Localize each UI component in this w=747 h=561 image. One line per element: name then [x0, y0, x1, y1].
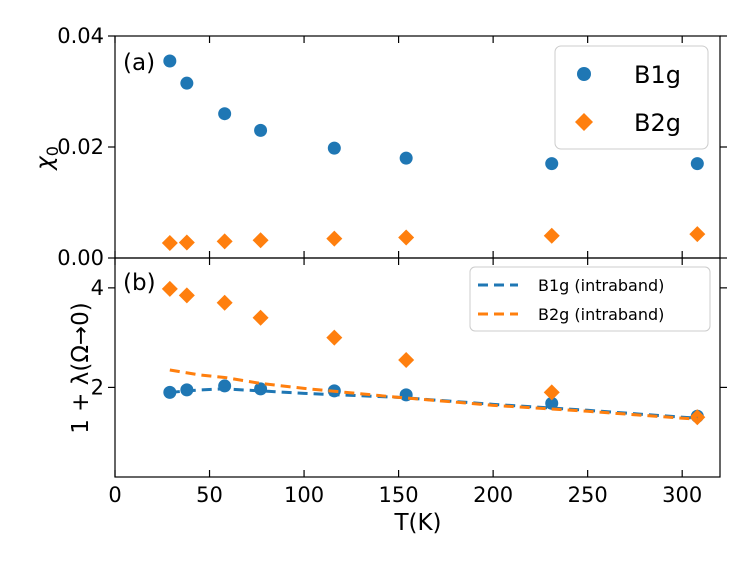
- panel-b-series-1-point-4: [326, 329, 343, 346]
- panel-b-series-1-point-0: [161, 280, 178, 297]
- panel-a-series-0-point-7: [690, 157, 704, 171]
- panel-a-series-1-point-4: [326, 230, 343, 247]
- panel-b-series-3-line: [169, 368, 698, 421]
- legend-a-b1g-marker: [577, 67, 591, 81]
- y-tick-label-a-2: 0.04: [57, 24, 104, 48]
- x-tick-label-300: 300: [662, 483, 702, 507]
- panel-b-label: (b): [123, 270, 156, 296]
- x-tick-label-150: 150: [379, 483, 419, 507]
- panel-a-series-1-point-7: [689, 226, 706, 243]
- panel-b-series-1-point-5: [398, 352, 415, 369]
- panel-a-series-0-point-0: [163, 54, 177, 68]
- panel-b-series-0-point-6: [545, 396, 559, 410]
- legend-b-b1g-label: B1g (intraband): [538, 276, 664, 295]
- panel-a-series-0-point-2: [218, 107, 232, 121]
- panel-a-series-1-point-1: [178, 234, 195, 251]
- panel-a-series-1-point-2: [216, 233, 233, 250]
- panel-b-series-1-point-2: [216, 294, 233, 311]
- panel-a-series-1-point-5: [398, 229, 415, 246]
- x-tick-label-100: 100: [284, 483, 324, 507]
- y-axis-label-b: 1 + λ(Ω→0): [68, 302, 94, 434]
- x-tick-label-250: 250: [568, 483, 608, 507]
- panel-a-label: (a): [123, 50, 155, 76]
- panel-a-series-0-point-6: [545, 157, 559, 171]
- panel-a-series-1-point-0: [161, 235, 178, 252]
- panel-b-series-1-point-1: [178, 287, 195, 304]
- x-tick-label-50: 50: [196, 483, 223, 507]
- legend-a-b2g-label: B2g: [634, 109, 681, 137]
- y-tick-label-a-1: 0.02: [57, 135, 104, 159]
- panel-a-series-1-point-6: [543, 227, 560, 244]
- y-tick-label-a-0: 0.00: [57, 246, 104, 270]
- panel-b-series-1-point-6: [543, 384, 560, 401]
- panel-a-series-0-point-5: [399, 151, 413, 165]
- y-label-a-sub: 0: [43, 146, 62, 156]
- y-axis-label-a: χ0: [32, 146, 62, 172]
- legend-a-b1g-label: B1g: [634, 61, 681, 89]
- panel-a-series-1-point-3: [252, 232, 269, 249]
- y-tick-label-b-1: 4: [91, 276, 104, 300]
- legend-b-b2g-label: B2g (intraband): [538, 305, 664, 324]
- x-tick-label-200: 200: [473, 483, 513, 507]
- panel-a-series-0-point-1: [180, 76, 194, 90]
- legend-a: B1g B2g: [554, 45, 709, 150]
- panel-a-series-0-point-3: [254, 123, 268, 137]
- marks-layer: [161, 54, 706, 426]
- x-axis-label: T(K): [393, 510, 441, 536]
- panel-b-frame: [114, 257, 721, 478]
- y-tick-label-b-0: 2: [91, 375, 104, 399]
- legend-b: B1g (intraband) B2g (intraband): [469, 266, 711, 332]
- panel-b-series-1-point-3: [252, 309, 269, 326]
- panel-a-series-0-point-4: [327, 141, 341, 155]
- x-tick-label-0: 0: [108, 483, 121, 507]
- y-label-a-main: χ: [32, 155, 58, 172]
- ticks-layer: 0 50 100 150 200 250 300 0.00 0.02 0.04 2 4: [57, 24, 727, 507]
- legend-a-b2g-marker: [575, 113, 593, 131]
